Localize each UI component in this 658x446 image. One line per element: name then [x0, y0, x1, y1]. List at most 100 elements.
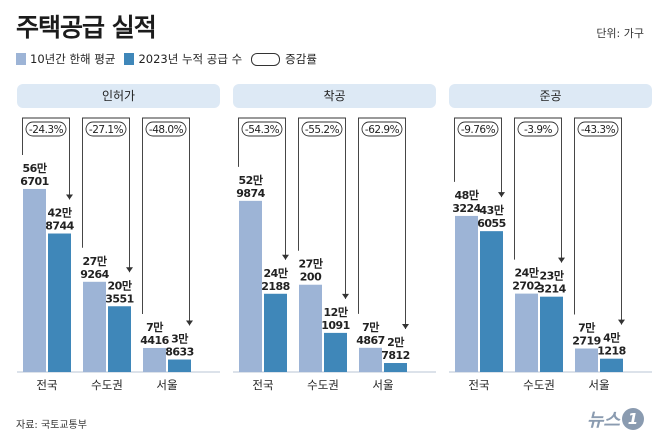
value-label-2023-top-1-0: 24만: [264, 266, 288, 280]
value-label-2023-top-0-1: 20만: [108, 278, 132, 292]
panel-header-2: [449, 84, 652, 108]
change-pill-1-1: [301, 121, 343, 137]
bar-avg-2-1: [515, 293, 538, 372]
value-label-avg-bottom-2-1: 2702: [512, 280, 541, 293]
unit-label: 단위: 가구: [596, 27, 644, 40]
change-pill-2-1: [517, 121, 559, 137]
change-arrowhead-0-2: [186, 320, 193, 326]
change-label-1-1: -55.2%: [305, 124, 340, 136]
value-label-avg-top-2-1: 24만: [515, 266, 539, 280]
value-label-avg-top-2-0: 48만: [455, 188, 479, 202]
bar-2023-2-0: [480, 231, 503, 372]
change-arrowhead-1-1: [342, 293, 349, 299]
logo-text: 뉴스: [586, 410, 620, 431]
change-pill-2-2: [577, 121, 619, 137]
value-label-2023-bottom-1-2: 7812: [381, 349, 410, 362]
legend: 10년간 한해 평균 2023년 누적 공급 수 증감률: [16, 51, 326, 67]
change-connector-0-2: [142, 117, 190, 326]
change-label-1-2: -62.9%: [365, 124, 400, 136]
value-label-avg-top-0-1: 27만: [83, 254, 107, 268]
value-label-2023-bottom-0-0: 8744: [45, 220, 74, 233]
value-label-avg-bottom-1-1: 200: [300, 271, 322, 284]
legend-swatch-series2: [124, 53, 135, 65]
change-label-2-0: -9.76%: [461, 124, 496, 136]
category-label-0-2: 서울: [156, 378, 177, 392]
change-connector-2-2: [574, 117, 622, 325]
change-arrowhead-1-2: [402, 324, 409, 330]
category-label-2-1: 수도권: [523, 378, 555, 392]
bar-2023-1-2: [384, 363, 407, 372]
bar-avg-1-1: [299, 284, 322, 372]
change-connector-0-0: [22, 117, 70, 200]
value-label-2023-top-0-2: 3만: [171, 332, 188, 346]
value-label-avg-top-0-2: 7만: [146, 320, 163, 334]
change-arrowhead-0-0: [66, 194, 73, 200]
panel-title-2: 준공: [539, 89, 561, 103]
change-label-0-2: -48.0%: [149, 124, 184, 136]
value-label-avg-top-1-1: 27만: [299, 257, 323, 271]
change-connector-1-2: [358, 117, 406, 330]
legend-label-series1: 10년간 한해 평균: [30, 52, 116, 66]
value-label-2023-bottom-0-1: 3551: [105, 292, 134, 305]
panel-header-1: [233, 84, 436, 108]
panel-title-1: 착공: [323, 89, 345, 103]
category-label-1-2: 서울: [372, 378, 393, 392]
legend-label-series2: 2023년 누적 공급 수: [138, 52, 243, 66]
change-connector-0-1: [82, 117, 130, 273]
bar-avg-0-2: [143, 347, 166, 372]
value-label-2023-bottom-1-1: 1091: [321, 319, 350, 332]
source-note: 자료: 국토교통부: [16, 420, 87, 431]
change-label-0-1: -27.1%: [89, 124, 124, 136]
logo-mark: 1: [622, 408, 644, 430]
value-label-avg-top-1-0: 52만: [239, 173, 263, 187]
category-label-2-2: 서울: [588, 378, 609, 392]
change-pill-0-2: [145, 121, 187, 137]
legend-item-series1: 10년간 한해 평균: [16, 51, 115, 67]
category-label-0-1: 수도권: [91, 378, 123, 392]
bar-2023-2-1: [540, 296, 563, 372]
category-label-1-1: 수도권: [307, 378, 339, 392]
value-label-avg-top-0-0: 56만: [23, 161, 47, 175]
change-pill-0-1: [85, 121, 127, 137]
bar-2023-0-1: [108, 306, 131, 372]
change-connector-1-0: [238, 117, 286, 260]
value-label-avg-top-1-2: 7만: [362, 320, 379, 334]
bar-2023-1-1: [324, 332, 347, 372]
change-arrowhead-1-0: [282, 254, 289, 260]
change-label-2-1: -3.9%: [524, 124, 552, 136]
value-label-2023-bottom-0-2: 8633: [165, 346, 194, 359]
bar-avg-0-1: [83, 281, 106, 372]
news1-logo: 뉴스 1: [587, 406, 644, 432]
bar-avg-0-0: [23, 188, 46, 372]
value-label-2023-top-2-1: 23만: [540, 269, 564, 283]
bar-2023-1-0: [264, 293, 287, 372]
value-label-2023-bottom-1-0: 2188: [261, 280, 290, 293]
value-label-avg-top-2-2: 7만: [578, 321, 595, 335]
change-pill-2-0: [457, 121, 499, 137]
bar-avg-1-2: [359, 347, 382, 372]
bar-2023-0-0: [48, 233, 71, 372]
panel-header-0: [17, 84, 220, 108]
change-label-2-2: -43.3%: [581, 124, 616, 136]
chart-title: 주택공급 실적: [16, 13, 157, 42]
value-label-avg-bottom-1-0: 9874: [236, 187, 265, 200]
change-arrowhead-2-2: [618, 319, 625, 325]
change-pill-0-0: [25, 121, 67, 137]
legend-swatch-series1: [16, 53, 26, 65]
change-label-0-0: -24.3%: [29, 124, 64, 136]
change-pill-1-2: [361, 121, 403, 137]
change-connector-2-1: [514, 117, 562, 263]
change-arrowhead-2-0: [498, 192, 505, 198]
bar-2023-2-2: [600, 358, 623, 372]
value-label-2023-bottom-2-0: 6055: [477, 217, 506, 230]
change-connector-1-1: [298, 117, 346, 299]
change-pill-1-0: [241, 121, 283, 137]
value-label-avg-bottom-0-2: 4416: [140, 334, 169, 347]
change-arrowhead-2-1: [558, 257, 565, 263]
value-label-2023-bottom-2-1: 3214: [537, 283, 566, 296]
change-connector-2-0: [454, 117, 502, 198]
bar-avg-2-2: [575, 348, 598, 372]
value-label-2023-top-2-0: 43만: [480, 203, 504, 217]
legend-item-change: 증감률: [251, 51, 317, 67]
panel-title-0: 인허가: [102, 89, 135, 103]
